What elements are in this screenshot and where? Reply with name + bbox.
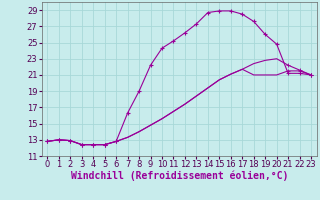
X-axis label: Windchill (Refroidissement éolien,°C): Windchill (Refroidissement éolien,°C) (70, 171, 288, 181)
